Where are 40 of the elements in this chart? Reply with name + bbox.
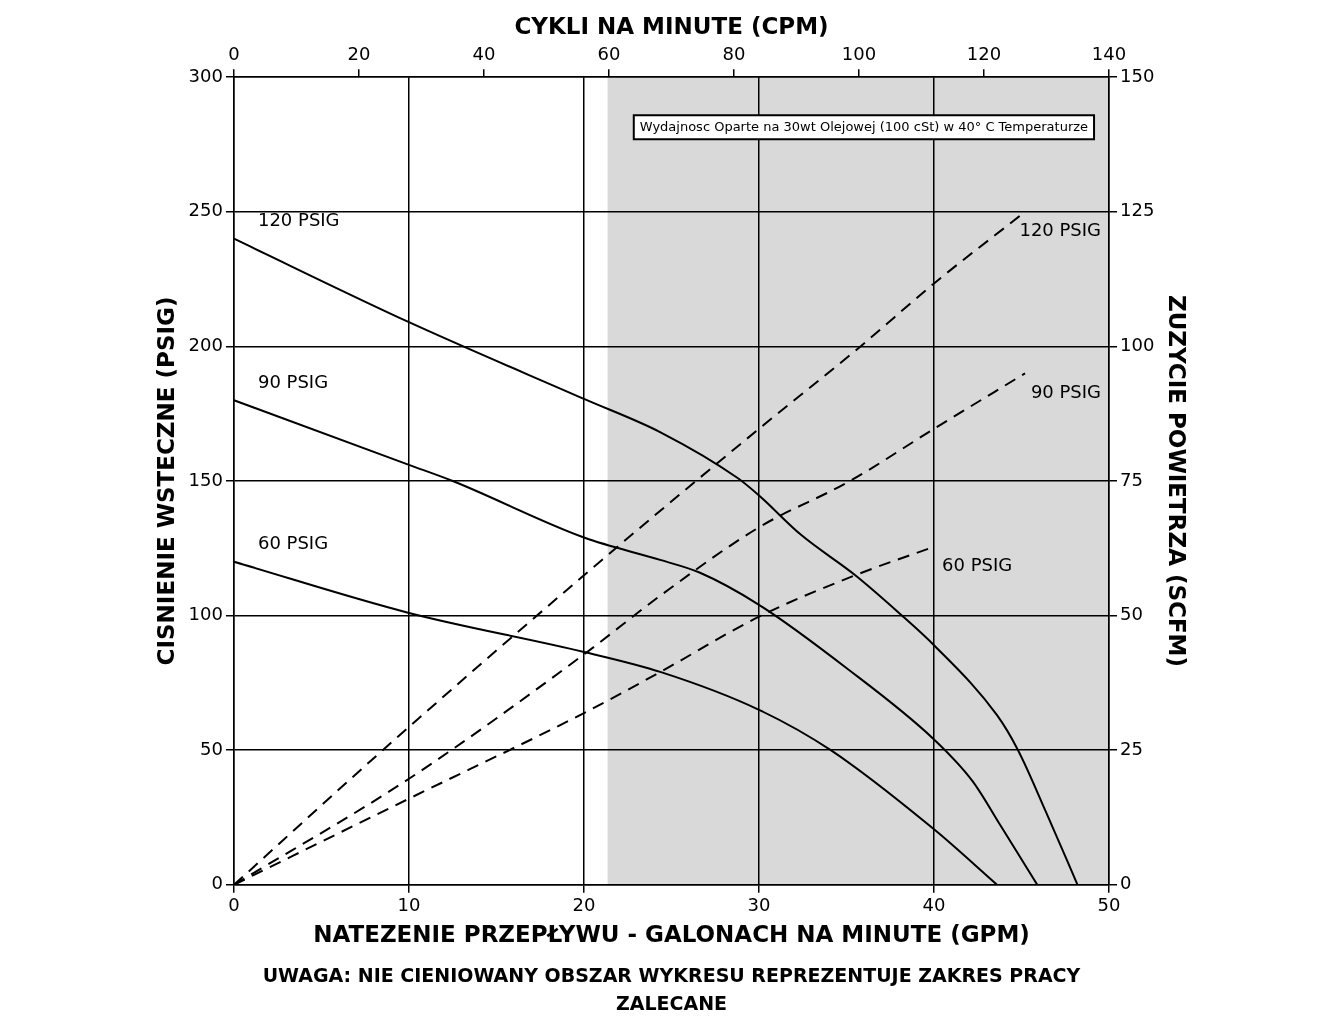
y2-tick-label: 75 bbox=[1120, 468, 1143, 490]
series-label: 90 PSIG bbox=[257, 370, 329, 392]
y-tick-label: 0 bbox=[211, 872, 223, 894]
series-label: 60 PSIG bbox=[257, 532, 329, 554]
y-tick-label: 50 bbox=[200, 737, 223, 759]
x-tick-label: 40 bbox=[922, 894, 946, 916]
x2-tick-label: 100 bbox=[841, 43, 877, 65]
y2-tick-label: 125 bbox=[1120, 199, 1155, 221]
y-tick-label: 100 bbox=[188, 603, 223, 625]
x2-tick-label: 0 bbox=[228, 43, 240, 65]
series-label: 120 PSIG bbox=[257, 209, 340, 231]
y-axis-title: CISNIENIE WSTECZNE (PSIG) bbox=[152, 296, 179, 666]
x2-tick-label: 140 bbox=[1091, 43, 1127, 65]
y-tick-label: 300 bbox=[188, 64, 223, 86]
series-label: 120 PSIG bbox=[1019, 219, 1102, 241]
y2-tick-label: 0 bbox=[1120, 872, 1132, 894]
text: UWAGA: NIE CIENIOWANY OBSZAR WYKRESU REPREZENTUJE ZAKRES PRACY ZALECANE bbox=[262, 964, 1081, 1015]
y2-tick-label: 25 bbox=[1120, 737, 1143, 759]
annotation: Wydajnosc Oparte na 30wt Olejowej (100 cSt) w 40° C Temperaturze bbox=[639, 118, 1089, 134]
y-tick-label: 150 bbox=[188, 468, 223, 490]
x-tick-label: 10 bbox=[397, 894, 421, 916]
x2-axis-title: CYKLI NA MINUTE (CPM) bbox=[514, 12, 829, 39]
y-tick-label: 250 bbox=[188, 199, 223, 221]
series-label: 90 PSIG bbox=[1030, 380, 1102, 402]
y2-tick-label: 100 bbox=[1120, 334, 1155, 356]
x-axis-title: NATEZENIE PRZEPŁYWU - GALONACH NA MINUTE (GPM) bbox=[313, 921, 1030, 948]
series-label: 60 PSIG bbox=[942, 554, 1013, 576]
x2-tick-label: 20 bbox=[347, 43, 371, 65]
x2-tick-label: 120 bbox=[966, 43, 1002, 65]
y2-axis-title: ZUZYCIE POWIETRZA (SCFM) bbox=[1164, 294, 1191, 668]
y-tick-label: 200 bbox=[188, 334, 223, 356]
x2-tick-label: 80 bbox=[722, 43, 746, 65]
x-tick-label: 30 bbox=[747, 894, 771, 916]
y2-tick-label: 150 bbox=[1120, 64, 1155, 86]
y2-tick-label: 50 bbox=[1120, 603, 1143, 625]
x2-tick-label: 60 bbox=[597, 43, 621, 65]
x2-tick-label: 40 bbox=[472, 43, 496, 65]
x-tick-label: 50 bbox=[1097, 894, 1121, 916]
x-tick-label: 0 bbox=[228, 894, 240, 916]
x-tick-label: 20 bbox=[572, 894, 596, 916]
